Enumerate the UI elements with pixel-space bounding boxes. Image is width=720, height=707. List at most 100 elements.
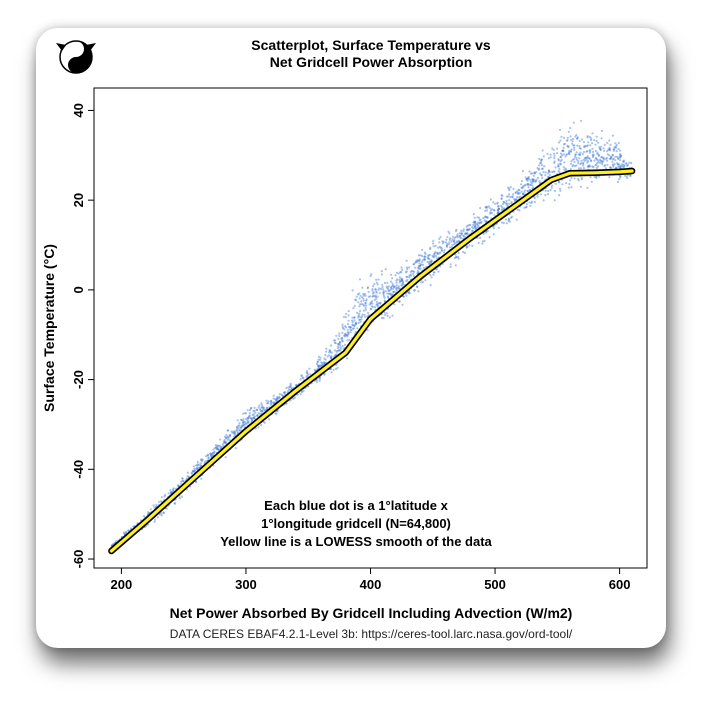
scatter-point [519,195,522,198]
scatter-point [538,180,541,183]
scatter-point [554,166,557,169]
scatter-point [233,430,236,433]
scatter-point [523,206,526,209]
scatter-point [252,417,255,420]
scatter-point [397,287,401,290]
scatter-point [262,406,265,410]
scatter-point [507,218,511,221]
scatter-point [356,311,359,314]
scatter-point [531,179,534,182]
scatter-point [235,425,238,428]
scatter-point [374,288,377,291]
scatter-point [540,158,544,161]
scatter-point [424,279,427,282]
scatter-point [241,424,244,427]
scatter-point [457,240,460,243]
scatter-point [439,235,442,239]
scatter-point [170,491,173,494]
scatter-point [257,426,260,429]
scatter-point [225,436,228,440]
scatter-point [457,255,460,258]
scatter-point [604,157,608,160]
scatter-point [599,145,602,148]
scatter-point [552,170,555,173]
scatter-point [582,150,586,154]
scatter-point [625,162,628,165]
scatter-point [358,318,361,321]
scatter-point [614,142,617,145]
scatter-point [362,299,365,302]
scatter-point [531,178,535,181]
scatter-point [573,164,577,168]
scatter-point [387,289,391,292]
scatter-point [373,295,376,298]
scatter-point [396,278,399,281]
scatter-point [476,236,479,240]
scatter-point [417,264,420,268]
scatter-point [531,179,534,182]
scatter-point [186,475,189,478]
scatter-point [353,316,356,319]
scatter-point [209,454,212,458]
scatter-point [475,227,478,230]
scatter-point [602,147,605,150]
scatter-point [337,343,340,346]
scatter-point [574,135,577,138]
scatter-point [587,141,590,144]
scatter-point [462,234,465,237]
scatter-point [435,268,438,271]
scatter-point [538,157,541,161]
scatter-point [562,153,565,156]
scatter-point [203,461,206,464]
scatter-point [617,157,620,160]
scatter-point [214,443,217,447]
scatter-point [455,240,458,243]
scatter-point [539,193,542,196]
scatter-point [606,163,609,166]
scatter-point [446,242,449,245]
scatter-point [392,285,396,288]
scatter-point [390,286,393,289]
scatter-point [538,182,541,185]
scatter-point [507,219,510,222]
scatter-point [226,429,229,432]
y-tick-label: -60 [71,550,86,569]
scatter-point [193,470,196,473]
scatter-point [218,444,221,447]
scatter-point [353,324,356,327]
chart-card: Scatterplot, Surface Temperature vs Net … [36,28,666,648]
scatter-point [258,413,262,416]
scatter-point [529,180,532,183]
scatter-point [549,156,552,159]
scatter-point [564,167,567,170]
scatter-point [332,368,335,371]
scatter-point [567,186,570,189]
scatter-point [238,424,241,427]
scatter-point [400,279,403,282]
scatter-point [572,137,575,141]
scatter-point [581,153,584,156]
scatter-point [513,198,516,201]
scatter-point [227,437,230,440]
scatter-point [562,166,566,169]
scatter-point [577,167,581,170]
scatter-point [481,240,484,243]
scatter-point [569,168,572,171]
scatter-point [364,308,367,311]
scatter-point [484,206,487,209]
scatter-point [346,357,349,360]
scatter-point [190,472,194,475]
scatter-point [580,159,583,162]
scatter-point [362,297,365,300]
scatter-point [434,251,437,254]
scatter-point [160,496,163,499]
scatter-point [357,321,360,324]
scatter-point [508,220,511,223]
scatter-point [309,373,312,376]
scatter-point [580,162,583,165]
scatter-point [347,310,350,313]
scatter-point [174,502,177,505]
scatter-point [528,183,531,186]
scatter-point [541,167,544,170]
scatter-point [172,488,175,491]
